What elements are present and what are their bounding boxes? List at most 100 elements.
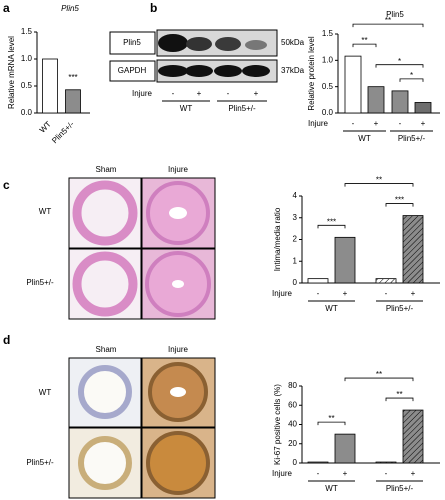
group-label: WT	[180, 104, 193, 113]
injure-sign: +	[254, 89, 259, 98]
significance: **	[396, 390, 402, 399]
blot-row-label: GAPDH	[118, 66, 147, 75]
y-tick-label: 3	[293, 213, 298, 222]
blot-size: 37kDa	[281, 66, 305, 75]
bar	[402, 409, 424, 464]
significance: **	[385, 16, 391, 25]
significance-bracket	[352, 23, 424, 28]
row-label: WT	[39, 207, 52, 216]
y-tick-label: 1.0	[322, 55, 334, 64]
x-tick-label: +	[411, 469, 416, 478]
lumen	[170, 387, 186, 397]
bar	[402, 215, 424, 284]
column-label: Injure	[168, 345, 189, 354]
y-tick-label: 0.0	[21, 108, 33, 117]
group-label: Plin5+/-	[398, 134, 426, 143]
y-tick-label: 80	[288, 381, 297, 390]
significance-bracket	[385, 203, 414, 207]
x-tick-label: -	[352, 119, 355, 128]
significance: ***	[327, 217, 336, 226]
histology-c: Sham Injure WT Plin5+/-	[26, 165, 216, 320]
blot-band	[215, 37, 241, 51]
x-tick-label: WT	[38, 119, 53, 134]
significance: **	[376, 176, 382, 185]
panel-letter: d	[3, 333, 10, 347]
bar	[414, 102, 432, 114]
significance: *	[398, 57, 401, 66]
blot-band	[158, 34, 188, 52]
y-tick-label: 60	[288, 400, 297, 409]
vessel	[78, 365, 132, 419]
y-axis-label: Relative protein level	[307, 36, 316, 110]
y-tick-label: 1	[293, 256, 298, 265]
significance: **	[361, 36, 367, 45]
significance: **	[376, 370, 382, 379]
significance-bracket	[375, 64, 424, 68]
vessel	[78, 436, 132, 490]
x-tick-label: Plin5+/-	[50, 119, 76, 145]
lumen	[172, 280, 184, 288]
injure-label: Injure	[132, 89, 153, 98]
x-tick-label: -	[317, 469, 320, 478]
significance: ***	[68, 73, 77, 82]
significance-bracket	[385, 397, 414, 402]
group-label: Plin5+/-	[386, 484, 414, 493]
x-tick-label: -	[385, 289, 388, 298]
vessel	[72, 180, 138, 246]
column-label: Sham	[96, 345, 117, 354]
panel-letter: b	[150, 1, 157, 15]
row-label: Plin5+/-	[26, 458, 54, 467]
y-tick-label: 20	[288, 439, 297, 448]
vessel	[72, 251, 138, 317]
x-tick-label: +	[374, 119, 379, 128]
row-label: WT	[39, 388, 52, 397]
column-label: Sham	[96, 165, 117, 174]
y-tick-label: 1.5	[21, 27, 33, 36]
y-tick-label: 0	[293, 278, 298, 287]
panel-letter: c	[3, 178, 10, 192]
y-tick-label: 1.0	[21, 54, 33, 63]
y-tick-label: 0	[293, 458, 298, 467]
chart-title: Plin5	[61, 4, 79, 13]
bar	[307, 278, 329, 284]
x-tick-label: +	[421, 119, 426, 128]
bar	[344, 55, 362, 114]
lumen	[169, 207, 187, 219]
bar	[42, 58, 58, 114]
group-label: WT	[325, 304, 338, 313]
bar	[367, 86, 385, 114]
significance-bracket	[344, 183, 414, 187]
y-tick-label: 0.5	[322, 82, 334, 91]
blot-band	[158, 65, 188, 77]
group-label: WT	[358, 134, 371, 143]
bar	[391, 90, 409, 114]
x-tick-label: +	[343, 289, 348, 298]
blot-row-label: Plin5	[123, 38, 141, 47]
bar	[334, 236, 356, 284]
blot-band	[214, 65, 242, 77]
y-tick-label: 1.5	[322, 29, 334, 38]
y-axis-label: Ki-67 positive cells (%)	[273, 384, 282, 465]
blot-label-box	[109, 31, 156, 55]
significance-bracket	[317, 224, 346, 229]
x-tick-label: -	[385, 469, 388, 478]
x-tick-label: -	[317, 289, 320, 298]
y-axis-label: Relative mRNA level	[7, 36, 16, 109]
panel-letter: a	[3, 1, 10, 15]
vessel	[146, 431, 210, 495]
group-label: Plin5+/-	[228, 104, 256, 113]
significance-bracket	[352, 43, 377, 48]
y-tick-label: 40	[288, 420, 297, 429]
y-axis-label: Intima/media ratio	[273, 207, 282, 271]
x-tick-label: +	[343, 469, 348, 478]
bar	[375, 278, 397, 284]
western-blot: Plin5 GAPDH 50kDa 37kDa Injure - + - + W…	[109, 29, 305, 113]
blot-size: 50kDa	[281, 38, 305, 47]
histology-d: Sham Injure WT Plin5+/-	[26, 345, 216, 499]
injure-sign: -	[172, 89, 175, 98]
blot-band	[186, 37, 212, 51]
x-tick-label: +	[411, 289, 416, 298]
y-tick-label: 2	[293, 235, 298, 244]
row-label: Plin5+/-	[26, 278, 54, 287]
